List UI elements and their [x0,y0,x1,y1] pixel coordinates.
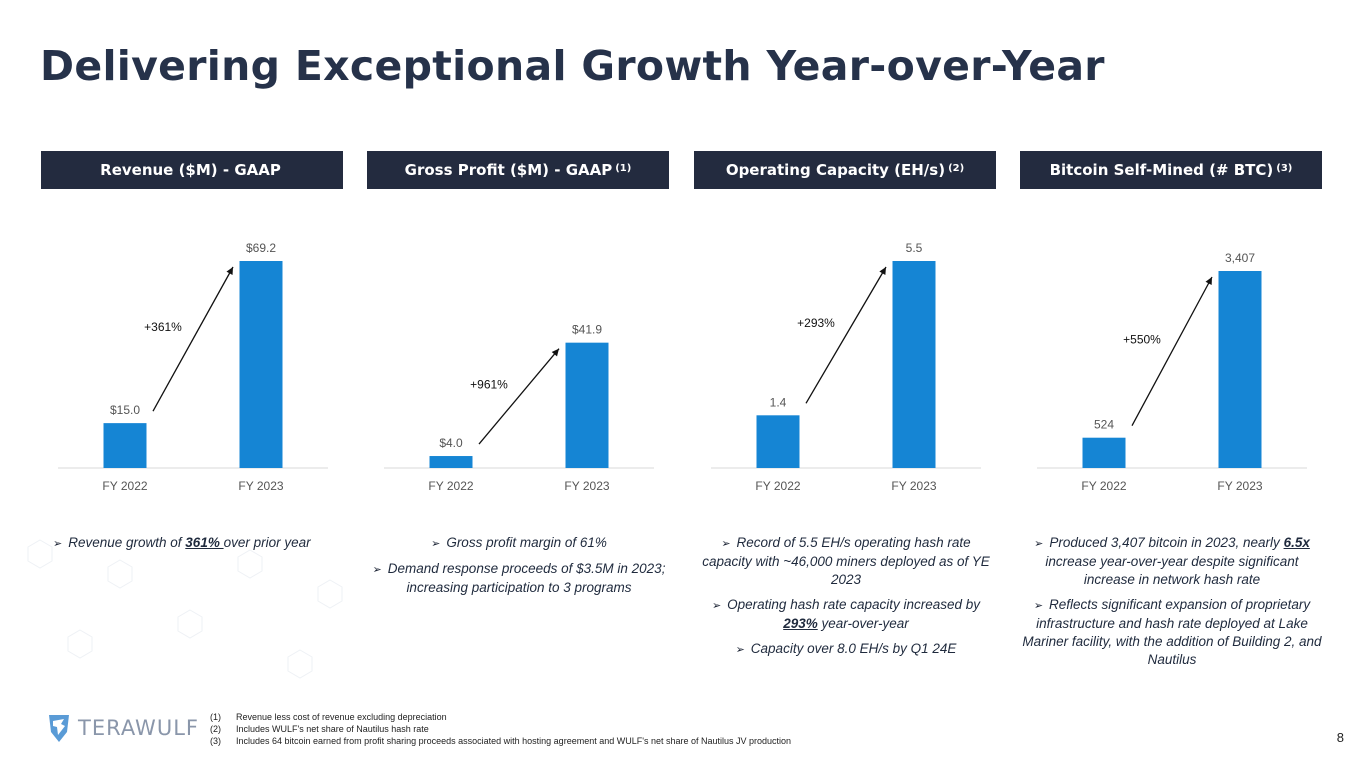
bar-chart: 524 FY 2022 3,407 FY 2023 +550% [1037,251,1307,493]
tick-label: FY 2022 [755,479,800,493]
bar-fy-2022 [429,456,473,468]
bullet-item: ➢ Produced 3,407 bitcoin in 2023, nearly … [1034,535,1310,587]
tick-label: FY 2023 [1217,479,1262,493]
growth-label: +961% [470,377,508,391]
bar-fy-2023 [565,342,609,468]
page-title: Delivering Exceptional Growth Year-over-… [40,42,1105,90]
tick-label: FY 2022 [428,479,473,493]
bar-chart: $15.0 FY 2022 $69.2 FY 2023 +361% [58,241,328,493]
data-label: $15.0 [110,403,140,417]
bar-fy-2023 [892,261,936,468]
page-number: 8 [1336,730,1344,745]
bar-fy-2022 [1082,437,1126,468]
bullet-marker-icon: ➢ [431,538,441,550]
bar-fy-2023 [239,261,283,468]
growth-arrow [1131,276,1213,427]
data-label: $4.0 [439,436,463,450]
growth-arrow-head [879,267,886,275]
tick-label: FY 2022 [102,479,147,493]
bullets-revenue: ➢ Revenue growth of 361% over prior year [53,534,353,560]
growth-arrow-head [226,267,233,275]
growth-arrow [805,266,887,404]
growth-label: +361% [144,320,182,334]
data-label: 5.5 [906,241,923,255]
bullet-item: ➢ Reflects significant expansion of propr… [1022,597,1322,667]
footnote: (3) Includes 64 bitcoin earned from profi… [210,736,792,746]
bar-fy-2023 [1218,271,1262,468]
tick-label: FY 2023 [891,479,936,493]
tick-label: FY 2022 [1081,479,1126,493]
bullets-bitcoin-mined: ➢ Produced 3,407 bitcoin in 2023, nearly … [1022,534,1322,676]
company-logo: TERAWULF [46,712,199,744]
wolf-shield-icon [49,715,69,742]
bar-chart: $4.0 FY 2022 $41.9 FY 2023 +961% [384,323,654,493]
footnotes: (1) Revenue less cost of revenue excludin… [210,711,791,747]
footnote: (1) Revenue less cost of revenue excludin… [210,712,447,722]
bullet-marker-icon: ➢ [1033,600,1044,612]
chart-revenue: $15.0 FY 2022 $69.2 FY 2023 +361% [43,218,343,500]
growth-arrow [478,348,560,445]
bar-chart: 1.4 FY 2022 5.5 FY 2023 +293% [711,241,981,493]
panel-header-operating-capacity: Operating Capacity (EH/s) (2) [694,151,996,189]
panel-header-gross-profit: Gross Profit ($M) - GAAP (1) [367,151,669,189]
data-label: $41.9 [572,323,602,337]
bullet-marker-icon: ➢ [721,538,731,550]
logo-text: TERAWULF [78,716,199,740]
bullet-marker-icon: ➢ [372,564,382,576]
growth-label: +550% [1123,332,1161,346]
data-label: 1.4 [770,395,787,409]
tick-label: FY 2023 [238,479,283,493]
bullet-marker-icon: ➢ [735,644,745,656]
bar-fy-2022 [756,415,800,468]
bullet-marker-icon: ➢ [53,538,63,550]
bullet-marker-icon: ➢ [711,600,722,612]
bar-fy-2022 [103,423,147,468]
growth-arrow-head [551,348,559,357]
growth-label: +293% [797,316,835,330]
chart-operating-capacity: 1.4 FY 2022 5.5 FY 2023 +293% [696,218,996,500]
bullets-operating-capacity: ➢ Record of 5.5 EH/s operating hash rate … [696,534,996,666]
bullet-marker-icon: ➢ [1034,538,1044,550]
background-hex-pattern [27,539,343,679]
panel-header-bitcoin-mined: Bitcoin Self-Mined (# BTC) (3) [1020,151,1322,189]
chart-bitcoin-mined: 524 FY 2022 3,407 FY 2023 +550% [1022,218,1322,500]
data-label: 3,407 [1225,251,1255,265]
bullet-item: ➢ Capacity over 8.0 EH/s by Q1 24E [735,641,957,656]
growth-arrow-head [1205,277,1212,285]
chart-gross-profit: $4.0 FY 2022 $41.9 FY 2023 +961% [369,218,669,500]
growth-arrow [152,266,234,412]
bullet-item: ➢ Revenue growth of 361% over prior year [53,535,311,550]
bullet-item: ➢ Demand response proceeds of $3.5M in 20… [372,561,666,595]
bullet-item: ➢ Gross profit margin of 61% [431,535,607,550]
panel-header-revenue: Revenue ($M) - GAAP [41,151,343,189]
bullet-item: ➢ Operating hash rate capacity increased … [711,597,981,631]
bullet-item: ➢ Record of 5.5 EH/s operating hash rate … [702,535,990,587]
footnote: (2) Includes WULF's net share of Nautilus… [210,724,429,734]
tick-label: FY 2023 [564,479,609,493]
data-label: $69.2 [246,241,276,255]
bullets-gross-profit: ➢ Gross profit margin of 61% ➢ Demand respo… [369,534,669,604]
data-label: 524 [1094,418,1114,432]
